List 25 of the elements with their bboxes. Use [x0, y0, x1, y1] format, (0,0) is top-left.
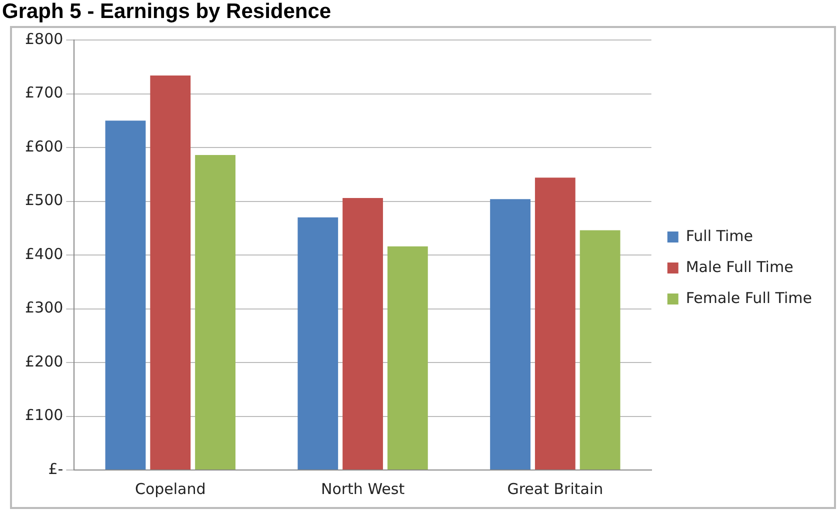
bar: [580, 230, 620, 470]
legend-label: Male Full Time: [686, 258, 794, 276]
y-tick-label: £100: [24, 406, 64, 424]
y-tick-label: £200: [24, 352, 64, 370]
legend-label: Female Full Time: [686, 288, 812, 307]
x-tick-label: North West: [320, 480, 405, 498]
y-tick-label: £400: [24, 244, 64, 263]
bar: [490, 199, 530, 470]
bar: [105, 120, 146, 470]
bar: [195, 155, 236, 470]
bar: [342, 198, 383, 470]
y-tick-label: £600: [24, 137, 64, 156]
y-tick-label: £800: [24, 30, 64, 48]
bar: [534, 178, 576, 470]
y-tick-label: £300: [24, 298, 64, 317]
bar: [150, 75, 191, 470]
bar: [298, 217, 338, 470]
y-tick-label: £-: [48, 460, 64, 478]
chart-title: Graph 5 - Earnings by Residence: [2, 0, 332, 24]
y-tick-label: £500: [24, 191, 64, 210]
legend-label: Full Time: [686, 226, 754, 245]
x-tick-label: Great Britain: [507, 480, 604, 498]
bar: [387, 246, 428, 470]
x-tick-label: Copeland: [134, 480, 206, 498]
y-tick-label: £700: [24, 84, 64, 102]
